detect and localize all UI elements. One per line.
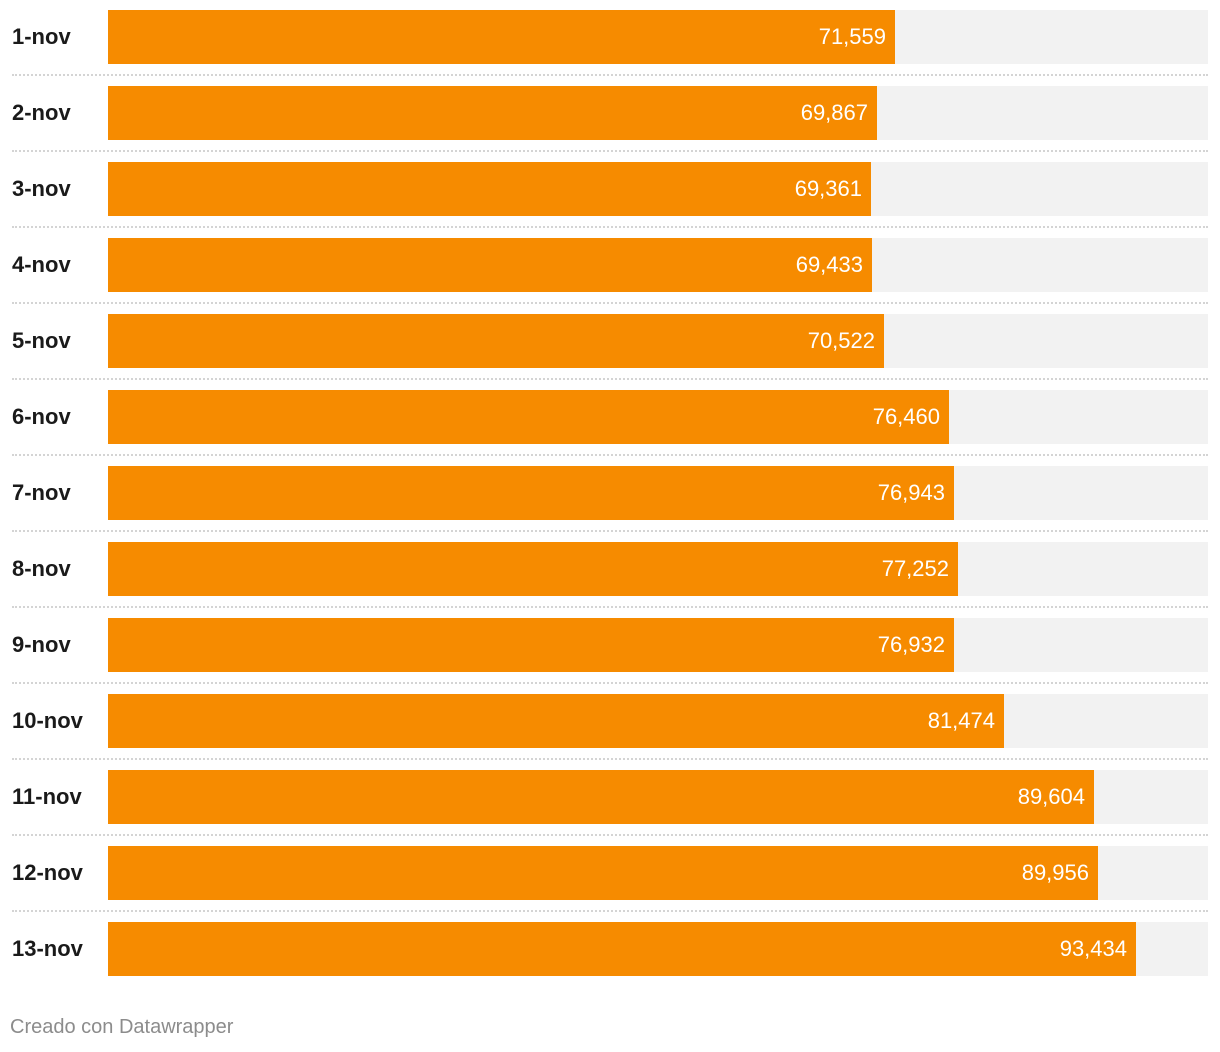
value-label: 69,433 [795, 252, 863, 277]
bar-track: 93,434 [108, 922, 1208, 976]
row-divider [12, 226, 1208, 228]
category-label: 6-nov [12, 404, 71, 429]
value-label: 71,559 [818, 24, 886, 49]
row-divider [12, 758, 1208, 760]
bar-track: 76,932 [108, 618, 1208, 672]
row-divider [12, 150, 1208, 152]
bar: 69,433 [108, 238, 872, 292]
value-label: 76,943 [877, 480, 945, 505]
value-label: 69,867 [800, 100, 868, 125]
category-label: 5-nov [12, 328, 71, 353]
row-divider [12, 454, 1208, 456]
row-divider [12, 74, 1208, 76]
bar-track: 70,522 [108, 314, 1208, 368]
bar-row: 10-nov 81,474 [0, 694, 1220, 770]
category-label: 9-nov [12, 632, 71, 657]
value-label: 89,956 [1021, 860, 1089, 885]
bar-track: 69,867 [108, 86, 1208, 140]
value-label: 81,474 [927, 708, 995, 733]
bar: 76,932 [108, 618, 954, 672]
bar-track: 69,433 [108, 238, 1208, 292]
bar: 77,252 [108, 542, 958, 596]
value-label: 93,434 [1059, 936, 1127, 961]
bar-row: 11-nov 89,604 [0, 770, 1220, 846]
value-label: 76,932 [877, 632, 945, 657]
bar-track: 89,604 [108, 770, 1208, 824]
bar: 81,474 [108, 694, 1004, 748]
bar-row: 12-nov 89,956 [0, 846, 1220, 922]
bar-chart: 1-nov 71,559 2-nov 69,867 3-nov 69,361 4-nov 69… [0, 10, 1220, 998]
bar-row: 4-nov 69,433 [0, 238, 1220, 314]
bar-track: 69,361 [108, 162, 1208, 216]
bar: 89,956 [108, 846, 1098, 900]
value-label: 69,361 [794, 176, 862, 201]
category-label: 11-nov [12, 784, 82, 809]
bar-track: 76,460 [108, 390, 1208, 444]
bar-row: 7-nov 76,943 [0, 466, 1220, 542]
row-divider [12, 606, 1208, 608]
bar: 76,943 [108, 466, 954, 520]
bar-track: 81,474 [108, 694, 1208, 748]
bar: 70,522 [108, 314, 884, 368]
bar: 76,460 [108, 390, 949, 444]
bar-row: 6-nov 76,460 [0, 390, 1220, 466]
row-divider [12, 302, 1208, 304]
bar-track: 71,559 [108, 10, 1208, 64]
bar-row: 1-nov 71,559 [0, 10, 1220, 86]
category-label: 13-nov [12, 936, 83, 961]
bar: 71,559 [108, 10, 895, 64]
bar-row: 8-nov 77,252 [0, 542, 1220, 618]
value-label: 76,460 [872, 404, 940, 429]
value-label: 89,604 [1017, 784, 1085, 809]
bar-row: 5-nov 70,522 [0, 314, 1220, 390]
bar-row: 3-nov 69,361 [0, 162, 1220, 238]
footer-credit: Creado con Datawrapper [10, 1016, 234, 1038]
bar: 89,604 [108, 770, 1094, 824]
bar-row: 2-nov 69,867 [0, 86, 1220, 162]
row-divider [12, 530, 1208, 532]
value-label: 77,252 [881, 556, 949, 581]
bar-row: 13-nov 93,434 [0, 922, 1220, 998]
bar-track: 89,956 [108, 846, 1208, 900]
bar-track: 77,252 [108, 542, 1208, 596]
row-divider [12, 834, 1208, 836]
category-label: 10-nov [12, 708, 83, 733]
category-label: 8-nov [12, 556, 71, 581]
bar: 93,434 [108, 922, 1136, 976]
category-label: 7-nov [12, 480, 71, 505]
bar-row: 9-nov 76,932 [0, 618, 1220, 694]
category-label: 2-nov [12, 100, 71, 125]
value-label: 70,522 [807, 328, 875, 353]
row-divider [12, 378, 1208, 380]
bar-track: 76,943 [108, 466, 1208, 520]
row-divider [12, 910, 1208, 912]
category-label: 12-nov [12, 860, 83, 885]
bar: 69,361 [108, 162, 871, 216]
category-label: 4-nov [12, 252, 71, 277]
bar: 69,867 [108, 86, 877, 140]
category-label: 3-nov [12, 176, 71, 201]
row-divider [12, 682, 1208, 684]
category-label: 1-nov [12, 24, 71, 49]
